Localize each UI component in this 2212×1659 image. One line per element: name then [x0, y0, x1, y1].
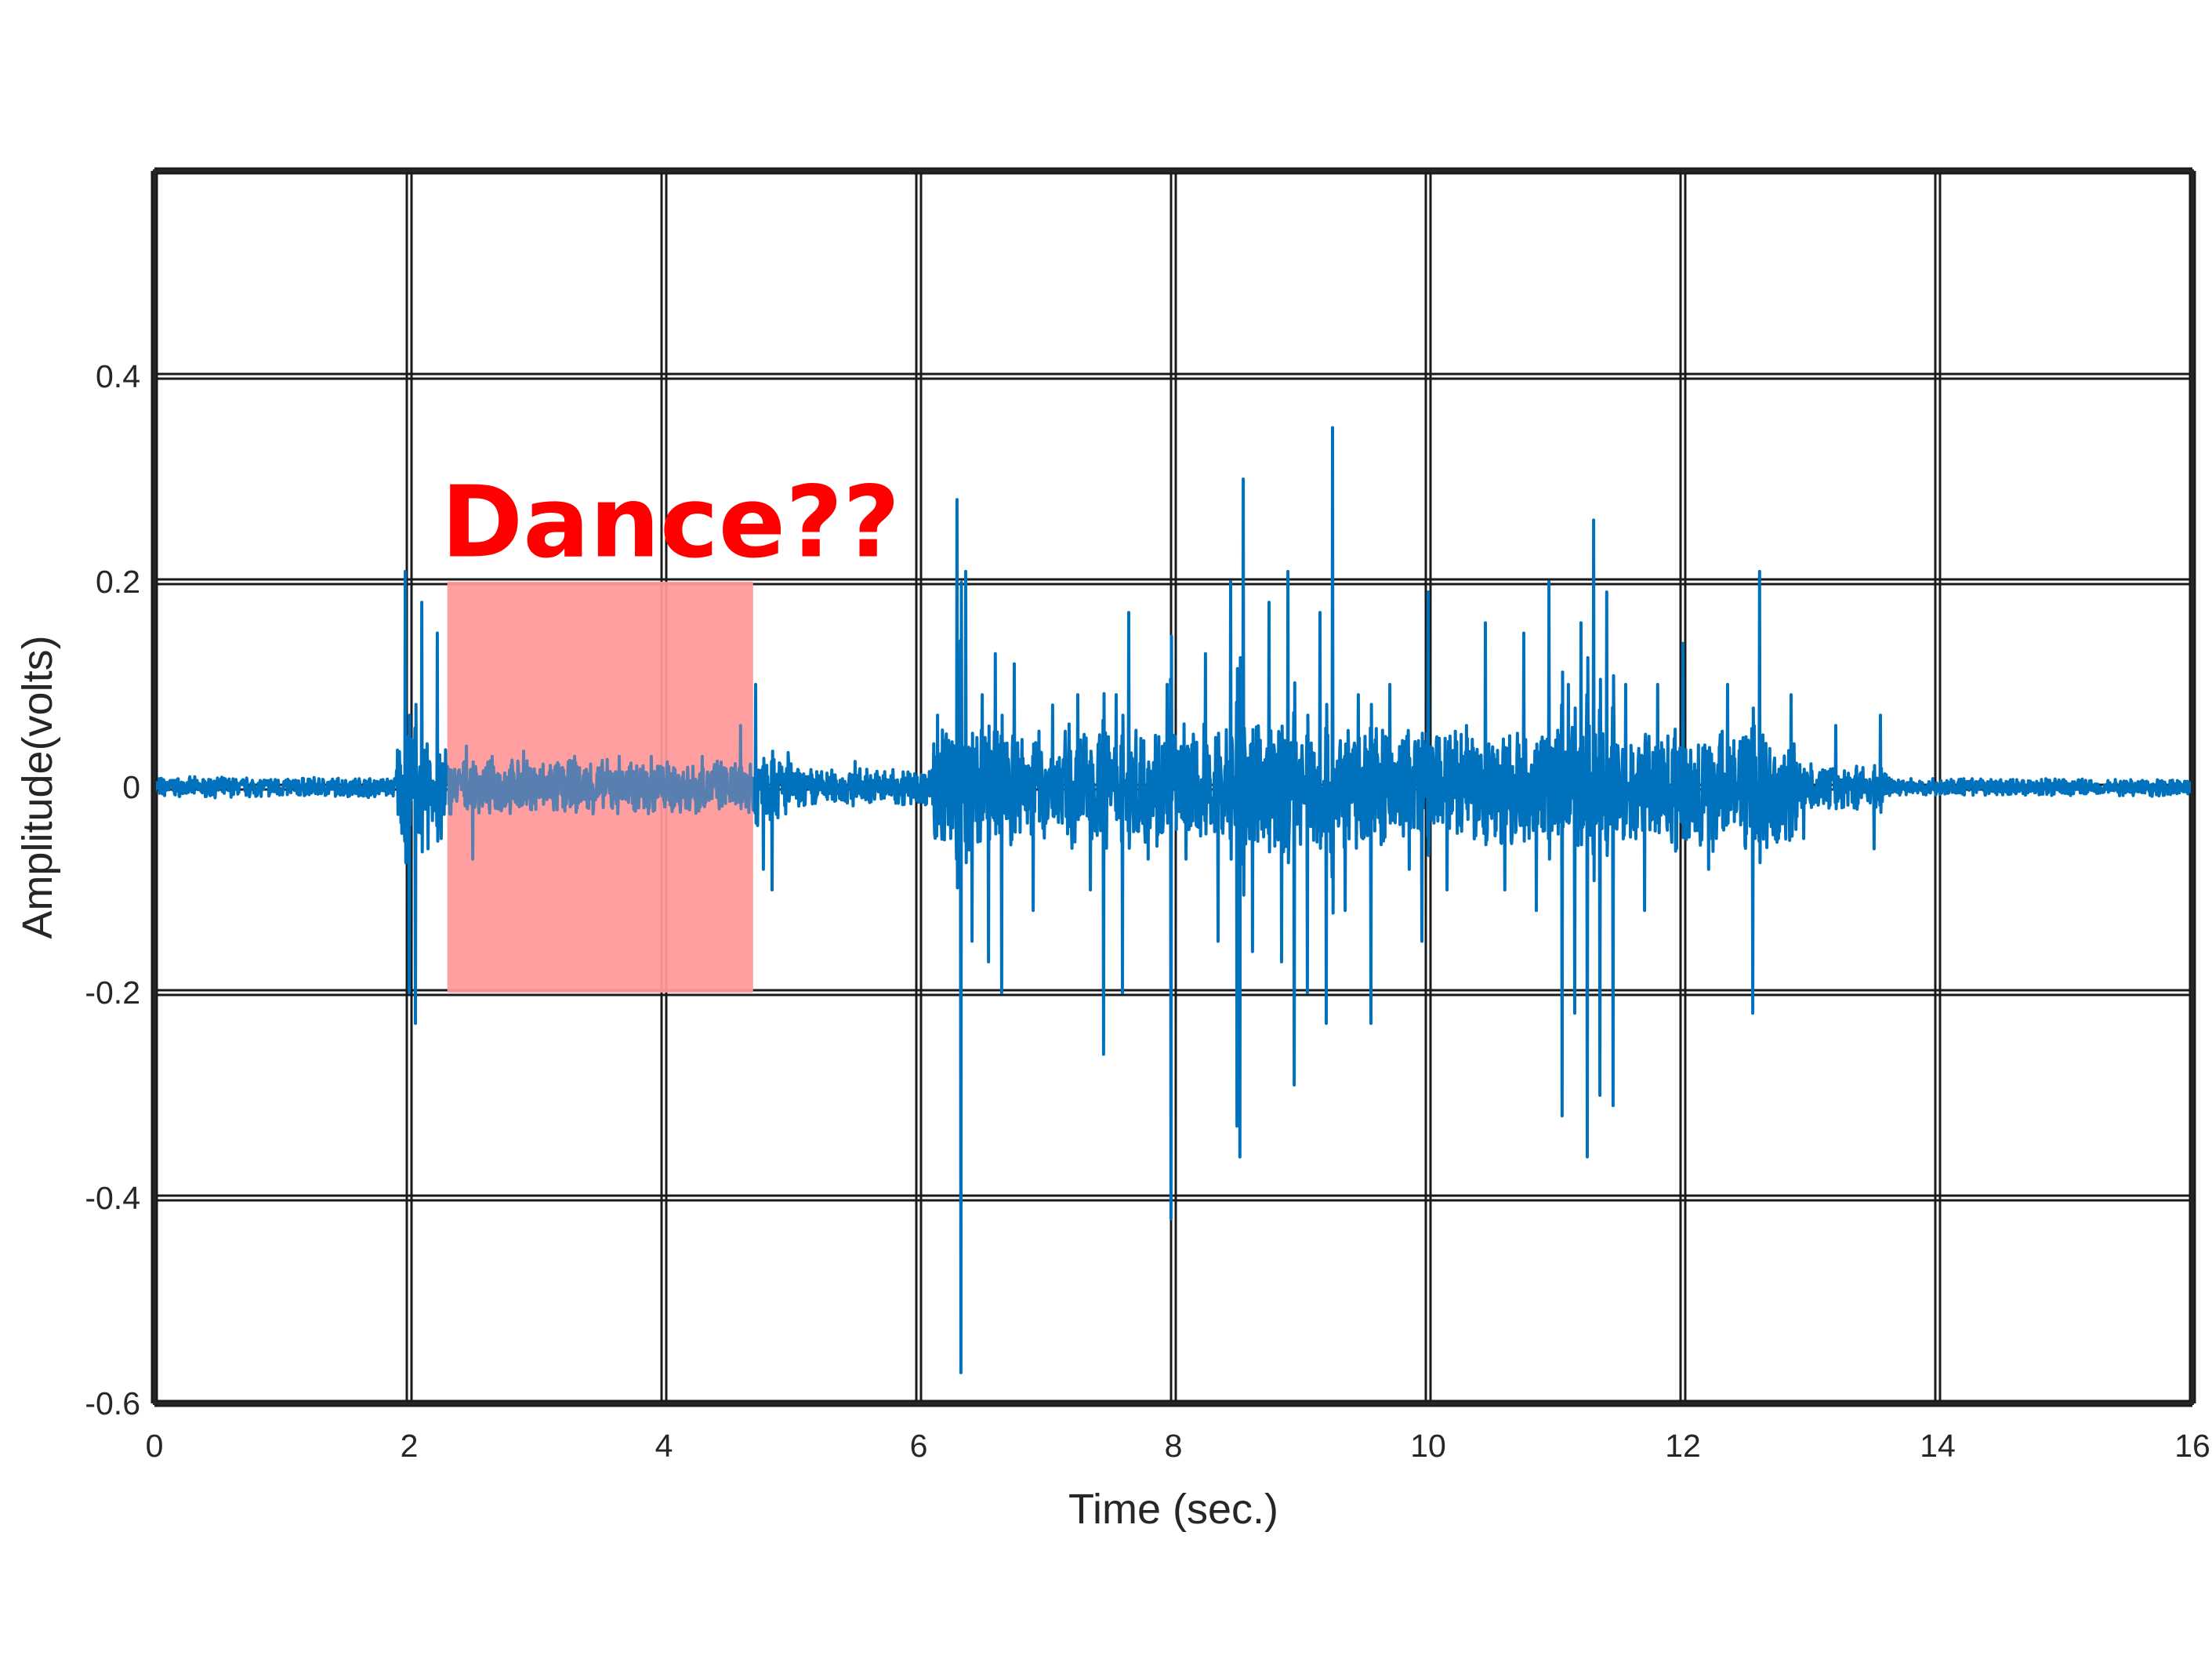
y-axis-label: Amplitude(volts) — [14, 635, 61, 938]
x-tick-label: 14 — [1920, 1428, 1956, 1464]
y-tick-labels: -0.6 -0.4 -0.2 0 0.2 0.4 — [85, 358, 140, 1421]
plot-frame — [153, 169, 2194, 1405]
y-tick-label: -0.6 — [85, 1385, 140, 1421]
x-tick-labels: 0 2 4 6 8 10 12 14 16 — [146, 1428, 2210, 1464]
x-tick-label: 8 — [1165, 1428, 1183, 1464]
x-axis-label: Time (sec.) — [1068, 1486, 1278, 1533]
y-tick-label: -0.2 — [85, 975, 140, 1011]
y-tick-label: 0.4 — [96, 358, 140, 394]
signal-line — [153, 426, 2194, 1374]
x-tick-label: 4 — [655, 1428, 673, 1464]
x-tick-label: 0 — [146, 1428, 164, 1464]
annotation-layer: Dance?? — [441, 464, 901, 579]
annotation-text: Dance?? — [441, 464, 901, 579]
x-tick-label: 10 — [1410, 1428, 1446, 1464]
x-tick-label: 6 — [910, 1428, 928, 1464]
y-tick-label: 0 — [122, 769, 140, 805]
y-tick-label: -0.4 — [85, 1180, 140, 1216]
x-tick-label: 16 — [2174, 1428, 2210, 1464]
x-tick-label: 2 — [401, 1428, 419, 1464]
y-tick-label: 0.2 — [96, 564, 140, 600]
x-tick-label: 12 — [1665, 1428, 1701, 1464]
highlight-region-overlay — [447, 582, 753, 993]
signal-layer — [153, 426, 2194, 1374]
